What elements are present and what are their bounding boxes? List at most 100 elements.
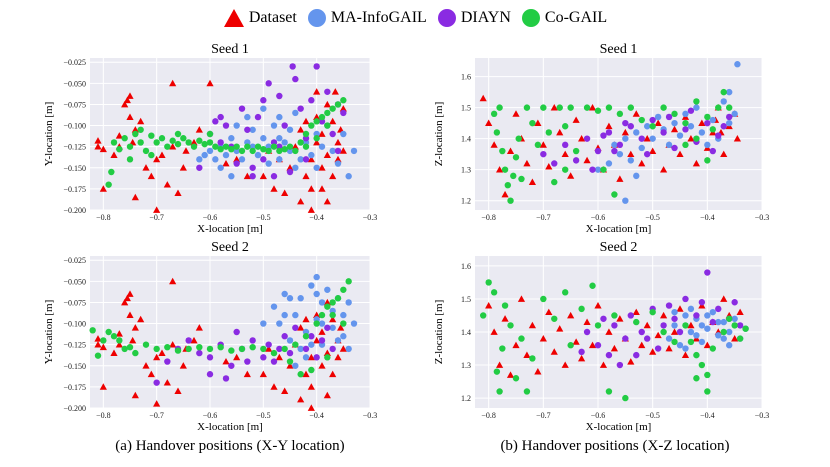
point-co-gail <box>562 166 569 173</box>
point-dataset <box>222 159 230 167</box>
point-co-gail <box>556 104 563 111</box>
point-dataset <box>94 341 102 348</box>
point-ma-infogail <box>318 299 326 306</box>
point-dataset <box>703 341 711 349</box>
point-dataset <box>334 353 342 361</box>
point-ma-infogail <box>693 104 700 111</box>
point-dataset <box>169 341 177 348</box>
point-dataset <box>121 298 129 306</box>
point-ma-infogail <box>292 109 299 117</box>
x-tick-label: −0.4 <box>700 411 715 420</box>
point-co-gail <box>340 97 347 104</box>
point-dataset <box>605 328 613 335</box>
point-co-gail <box>110 139 118 146</box>
legend-label-ma-infogail: MA-InfoGAIL <box>330 9 427 26</box>
point-co-gail <box>297 371 304 378</box>
point-diayn <box>660 129 667 136</box>
point-co-gail <box>249 344 256 351</box>
point-dataset <box>313 138 321 146</box>
point-ma-infogail <box>313 273 320 281</box>
point-co-gail <box>499 147 506 155</box>
point-ma-infogail <box>350 320 358 327</box>
point-dataset <box>137 117 145 125</box>
point-ma-infogail <box>611 141 618 149</box>
legend: Dataset MA-InfoGAIL DIAYN Co-GAIL <box>0 4 830 32</box>
point-ma-infogail <box>238 156 246 163</box>
point-co-gail <box>286 143 294 150</box>
point-dataset <box>147 172 155 180</box>
point-co-gail <box>529 119 536 127</box>
point-co-gail <box>493 368 501 375</box>
point-dataset <box>297 395 305 403</box>
y-tick-label: −0.200 <box>63 404 86 413</box>
point-co-gail <box>302 130 310 138</box>
point-dataset <box>243 172 251 180</box>
x-tick-label: −0.8 <box>481 411 496 420</box>
point-ma-infogail <box>297 295 304 302</box>
point-diayn <box>270 358 278 365</box>
point-diayn <box>720 123 727 130</box>
point-diayn <box>633 351 640 359</box>
point-diayn <box>682 126 689 133</box>
data-points <box>479 61 741 204</box>
point-diayn <box>222 375 230 382</box>
point-ma-infogail <box>212 156 219 163</box>
point-co-gail <box>720 88 727 96</box>
point-dataset <box>676 150 684 158</box>
point-ma-infogail <box>308 282 315 289</box>
point-co-gail <box>324 122 331 129</box>
x-tick-label: −0.3 <box>363 411 378 420</box>
point-co-gail <box>324 109 331 117</box>
point-co-gail <box>499 345 506 352</box>
x-tick-label: −0.4 <box>309 213 324 222</box>
legend-label-diayn: DIAYN <box>460 9 511 26</box>
point-ma-infogail <box>334 160 342 167</box>
point-diayn <box>206 354 214 361</box>
point-dataset <box>687 135 695 142</box>
point-dataset <box>506 371 515 378</box>
point-ma-infogail <box>731 110 738 118</box>
point-ma-infogail <box>687 123 695 130</box>
point-dataset <box>313 113 321 120</box>
point-co-gail <box>742 325 749 332</box>
point-ma-infogail <box>698 322 706 329</box>
point-dataset <box>638 341 646 349</box>
point-dataset <box>545 162 553 170</box>
point-co-gail <box>100 337 107 344</box>
point-ma-infogail <box>726 119 733 127</box>
point-co-gail <box>318 113 326 121</box>
y-tick-label: −0.175 <box>63 185 86 194</box>
point-diayn <box>709 318 716 326</box>
point-dataset <box>307 206 315 213</box>
point-dataset <box>339 345 347 352</box>
point-co-gail <box>265 147 272 155</box>
point-ma-infogail <box>726 342 733 349</box>
point-co-gail <box>158 135 166 142</box>
point-ma-infogail <box>720 335 727 342</box>
y-axis-label: Z-location [m] <box>433 300 445 364</box>
point-co-gail <box>185 139 192 146</box>
point-co-gail <box>504 181 511 189</box>
point-co-gail <box>611 191 618 198</box>
point-ma-infogail <box>671 119 678 127</box>
point-co-gail <box>238 345 246 353</box>
point-co-gail <box>185 345 192 353</box>
x-tick-label: −0.8 <box>96 411 111 420</box>
point-diayn <box>276 92 283 100</box>
point-ma-infogail <box>276 135 283 142</box>
point-dataset <box>158 151 166 158</box>
point-diayn <box>709 147 716 155</box>
data-points <box>480 269 749 402</box>
point-co-gail <box>485 279 492 286</box>
chart-title: Seed 2 <box>600 240 638 255</box>
point-co-gail <box>313 320 320 327</box>
legend-item-dataset: Dataset <box>223 8 297 28</box>
point-co-gail <box>633 318 640 326</box>
x-tick-label: −0.6 <box>203 411 218 420</box>
point-dataset <box>567 311 575 319</box>
point-ma-infogail <box>201 151 208 159</box>
point-co-gail <box>693 98 700 105</box>
point-diayn <box>340 109 347 117</box>
point-dataset <box>182 147 190 154</box>
point-co-gail <box>132 349 139 357</box>
